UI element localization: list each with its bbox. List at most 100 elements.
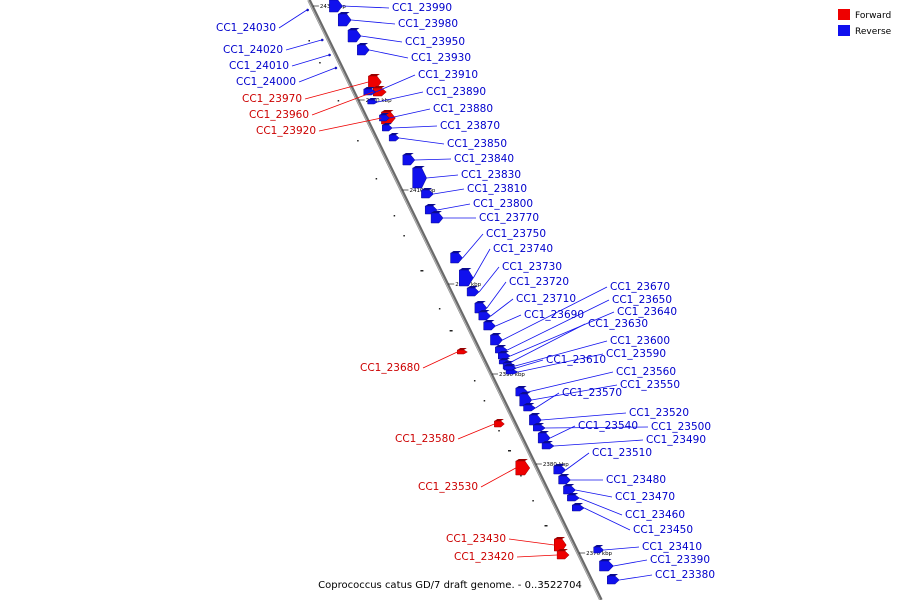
gene-label-cc1-23650[interactable]: CC1_23650 bbox=[612, 294, 672, 306]
gene-label-cc1-23870[interactable]: CC1_23870 bbox=[440, 120, 500, 132]
gene-feature-cc1-23390[interactable] bbox=[599, 560, 614, 572]
inner-track-mark bbox=[319, 62, 321, 64]
gene-label-cc1-23750[interactable]: CC1_23750 bbox=[486, 228, 546, 240]
gene-feature-cc1-23570[interactable] bbox=[523, 404, 537, 412]
gene-feature-cc1-23870[interactable] bbox=[382, 124, 393, 132]
gene-feature-top-cc1-23970 bbox=[368, 74, 380, 76]
gene-feature-top-cc1-23460 bbox=[567, 493, 579, 495]
gene-feature-cc1-23830[interactable] bbox=[412, 167, 427, 189]
gene-feature-cc1-23470[interactable] bbox=[563, 485, 576, 495]
gene-label-cc1-23520[interactable]: CC1_23520 bbox=[629, 407, 689, 419]
gene-label-cc1-23480[interactable]: CC1_23480 bbox=[606, 474, 666, 486]
leader-line-cc1-23720 bbox=[486, 281, 507, 309]
gene-feature-cc1-23950[interactable] bbox=[347, 29, 362, 43]
gene-feature-cc1-23840[interactable] bbox=[402, 154, 416, 166]
gene-label-cc1-23590[interactable]: CC1_23590 bbox=[606, 348, 666, 360]
chromosome-backbone bbox=[307, 0, 603, 600]
gene-label-cc1-23510[interactable]: CC1_23510 bbox=[592, 447, 652, 459]
gene-label-cc1-23840[interactable]: CC1_23840 bbox=[454, 153, 514, 165]
gene-label-cc1-23500[interactable]: CC1_23500 bbox=[651, 421, 711, 433]
gene-label-cc1-23600[interactable]: CC1_23600 bbox=[610, 335, 670, 347]
gene-feature-cc1-23450[interactable] bbox=[571, 504, 585, 512]
gene-feature-cc1-23680[interactable] bbox=[457, 349, 468, 355]
leader-line-cc1-23460 bbox=[579, 497, 623, 516]
gene-feature-cc1-23750[interactable] bbox=[450, 252, 463, 264]
gene-feature-top-cc1-23730 bbox=[467, 286, 478, 288]
gene-label-cc1-23800[interactable]: CC1_23800 bbox=[473, 198, 533, 210]
gene-label-cc1-23810[interactable]: CC1_23810 bbox=[467, 183, 527, 195]
gene-feature-cc1-23980[interactable] bbox=[337, 13, 352, 27]
gene-label-cc1-23380[interactable]: CC1_23380 bbox=[655, 569, 715, 581]
gene-label-cc1-23540[interactable]: CC1_23540 bbox=[578, 420, 638, 432]
gene-label-cc1-23530[interactable]: CC1_23530 bbox=[418, 481, 478, 493]
gene-label-cc1-23690[interactable]: CC1_23690 bbox=[524, 309, 584, 321]
gene-feature-cc1-23420[interactable] bbox=[556, 550, 570, 560]
gene-feature-cc1-23930[interactable] bbox=[357, 44, 370, 56]
leader-line-cc1-23990 bbox=[342, 5, 390, 9]
kbp-tick-label: 2370 kbp bbox=[586, 551, 612, 557]
gene-label-cc1-24030[interactable]: CC1_24030 bbox=[216, 22, 276, 34]
gene-label-cc1-23980[interactable]: CC1_23980 bbox=[398, 18, 458, 30]
gene-feature-cc1-23670[interactable] bbox=[490, 334, 503, 346]
gene-label-cc1-23990[interactable]: CC1_23990 bbox=[392, 2, 452, 14]
gene-label-cc1-23930[interactable]: CC1_23930 bbox=[411, 52, 471, 64]
gene-label-cc1-23450[interactable]: CC1_23450 bbox=[633, 524, 693, 536]
gene-label-cc1-23630[interactable]: CC1_23630 bbox=[588, 318, 648, 330]
gene-label-cc1-23740[interactable]: CC1_23740 bbox=[493, 243, 553, 255]
gene-label-cc1-23560[interactable]: CC1_23560 bbox=[616, 366, 676, 378]
gene-label-cc1-23430[interactable]: CC1_23430 bbox=[446, 533, 506, 545]
leader-line-cc1-23630 bbox=[511, 323, 586, 363]
gene-label-cc1-23850[interactable]: CC1_23850 bbox=[447, 138, 507, 150]
gene-label-cc1-23570[interactable]: CC1_23570 bbox=[562, 387, 622, 399]
gene-label-cc1-23770[interactable]: CC1_23770 bbox=[479, 212, 539, 224]
gene-label-cc1-23490[interactable]: CC1_23490 bbox=[646, 434, 706, 446]
gene-feature-cc1-23710[interactable] bbox=[478, 311, 492, 321]
gene-label-cc1-24000[interactable]: CC1_24000 bbox=[236, 76, 296, 88]
gene-label-cc1-23640[interactable]: CC1_23640 bbox=[617, 306, 677, 318]
gene-feature-cc1-24010[interactable] bbox=[328, 53, 332, 57]
inner-track-mark bbox=[483, 400, 486, 402]
gene-label-cc1-23460[interactable]: CC1_23460 bbox=[625, 509, 685, 521]
gene-label-cc1-23390[interactable]: CC1_23390 bbox=[650, 554, 710, 566]
gene-label-cc1-23730[interactable]: CC1_23730 bbox=[502, 261, 562, 273]
gene-label-cc1-23960[interactable]: CC1_23960 bbox=[249, 109, 309, 121]
gene-feature-cc1-23490[interactable] bbox=[541, 442, 555, 450]
gene-label-cc1-24020[interactable]: CC1_24020 bbox=[223, 44, 283, 56]
gene-label-cc1-23470[interactable]: CC1_23470 bbox=[615, 491, 675, 503]
leader-line-cc1-23560 bbox=[527, 371, 614, 393]
gene-label-cc1-23580[interactable]: CC1_23580 bbox=[395, 433, 455, 445]
gene-feature-cc1-23990[interactable] bbox=[329, 0, 343, 13]
gene-feature-cc1-23580[interactable] bbox=[494, 420, 505, 428]
gene-label-cc1-23970[interactable]: CC1_23970 bbox=[242, 93, 302, 105]
gene-label-cc1-23880[interactable]: CC1_23880 bbox=[433, 103, 493, 115]
gene-feature-cc1-23770[interactable] bbox=[430, 212, 444, 224]
gene-label-cc1-23680[interactable]: CC1_23680 bbox=[360, 362, 420, 374]
gene-label-cc1-23920[interactable]: CC1_23920 bbox=[256, 125, 316, 137]
gene-label-cc1-23410[interactable]: CC1_23410 bbox=[642, 541, 702, 553]
gene-feature-cc1-23730[interactable] bbox=[466, 287, 480, 297]
gene-feature-cc1-23500[interactable] bbox=[533, 424, 546, 432]
gene-feature-cc1-24030[interactable] bbox=[306, 8, 310, 12]
gene-feature-cc1-23850[interactable] bbox=[388, 134, 400, 142]
gene-label-cc1-23550[interactable]: CC1_23550 bbox=[620, 379, 680, 391]
leader-line-cc1-23580 bbox=[457, 423, 495, 440]
gene-label-cc1-23910[interactable]: CC1_23910 bbox=[418, 69, 478, 81]
gene-label-cc1-23670[interactable]: CC1_23670 bbox=[610, 281, 670, 293]
gene-feature-cc1-24020[interactable] bbox=[321, 38, 324, 42]
gene-feature-cc1-24000[interactable] bbox=[334, 66, 338, 70]
gene-feature-cc1-23380[interactable] bbox=[607, 575, 620, 585]
gene-label-cc1-23950[interactable]: CC1_23950 bbox=[405, 36, 465, 48]
gene-label-cc1-23720[interactable]: CC1_23720 bbox=[509, 276, 569, 288]
gene-feature-cc1-23530[interactable] bbox=[515, 460, 531, 476]
gene-feature-cc1-23460[interactable] bbox=[567, 494, 580, 502]
gene-label-cc1-23710[interactable]: CC1_23710 bbox=[516, 293, 576, 305]
gene-label-cc1-23830[interactable]: CC1_23830 bbox=[461, 169, 521, 181]
gene-label-cc1-23610[interactable]: CC1_23610 bbox=[546, 354, 606, 366]
gene-label-cc1-23890[interactable]: CC1_23890 bbox=[426, 86, 486, 98]
gene-feature-cc1-23480[interactable] bbox=[558, 475, 571, 485]
legend: Forward Reverse bbox=[838, 9, 892, 37]
gene-feature-cc1-23690[interactable] bbox=[483, 321, 497, 331]
gene-feature-top-cc1-23880 bbox=[379, 113, 389, 115]
gene-label-cc1-23420[interactable]: CC1_23420 bbox=[454, 551, 514, 563]
gene-label-cc1-24010[interactable]: CC1_24010 bbox=[229, 60, 289, 72]
